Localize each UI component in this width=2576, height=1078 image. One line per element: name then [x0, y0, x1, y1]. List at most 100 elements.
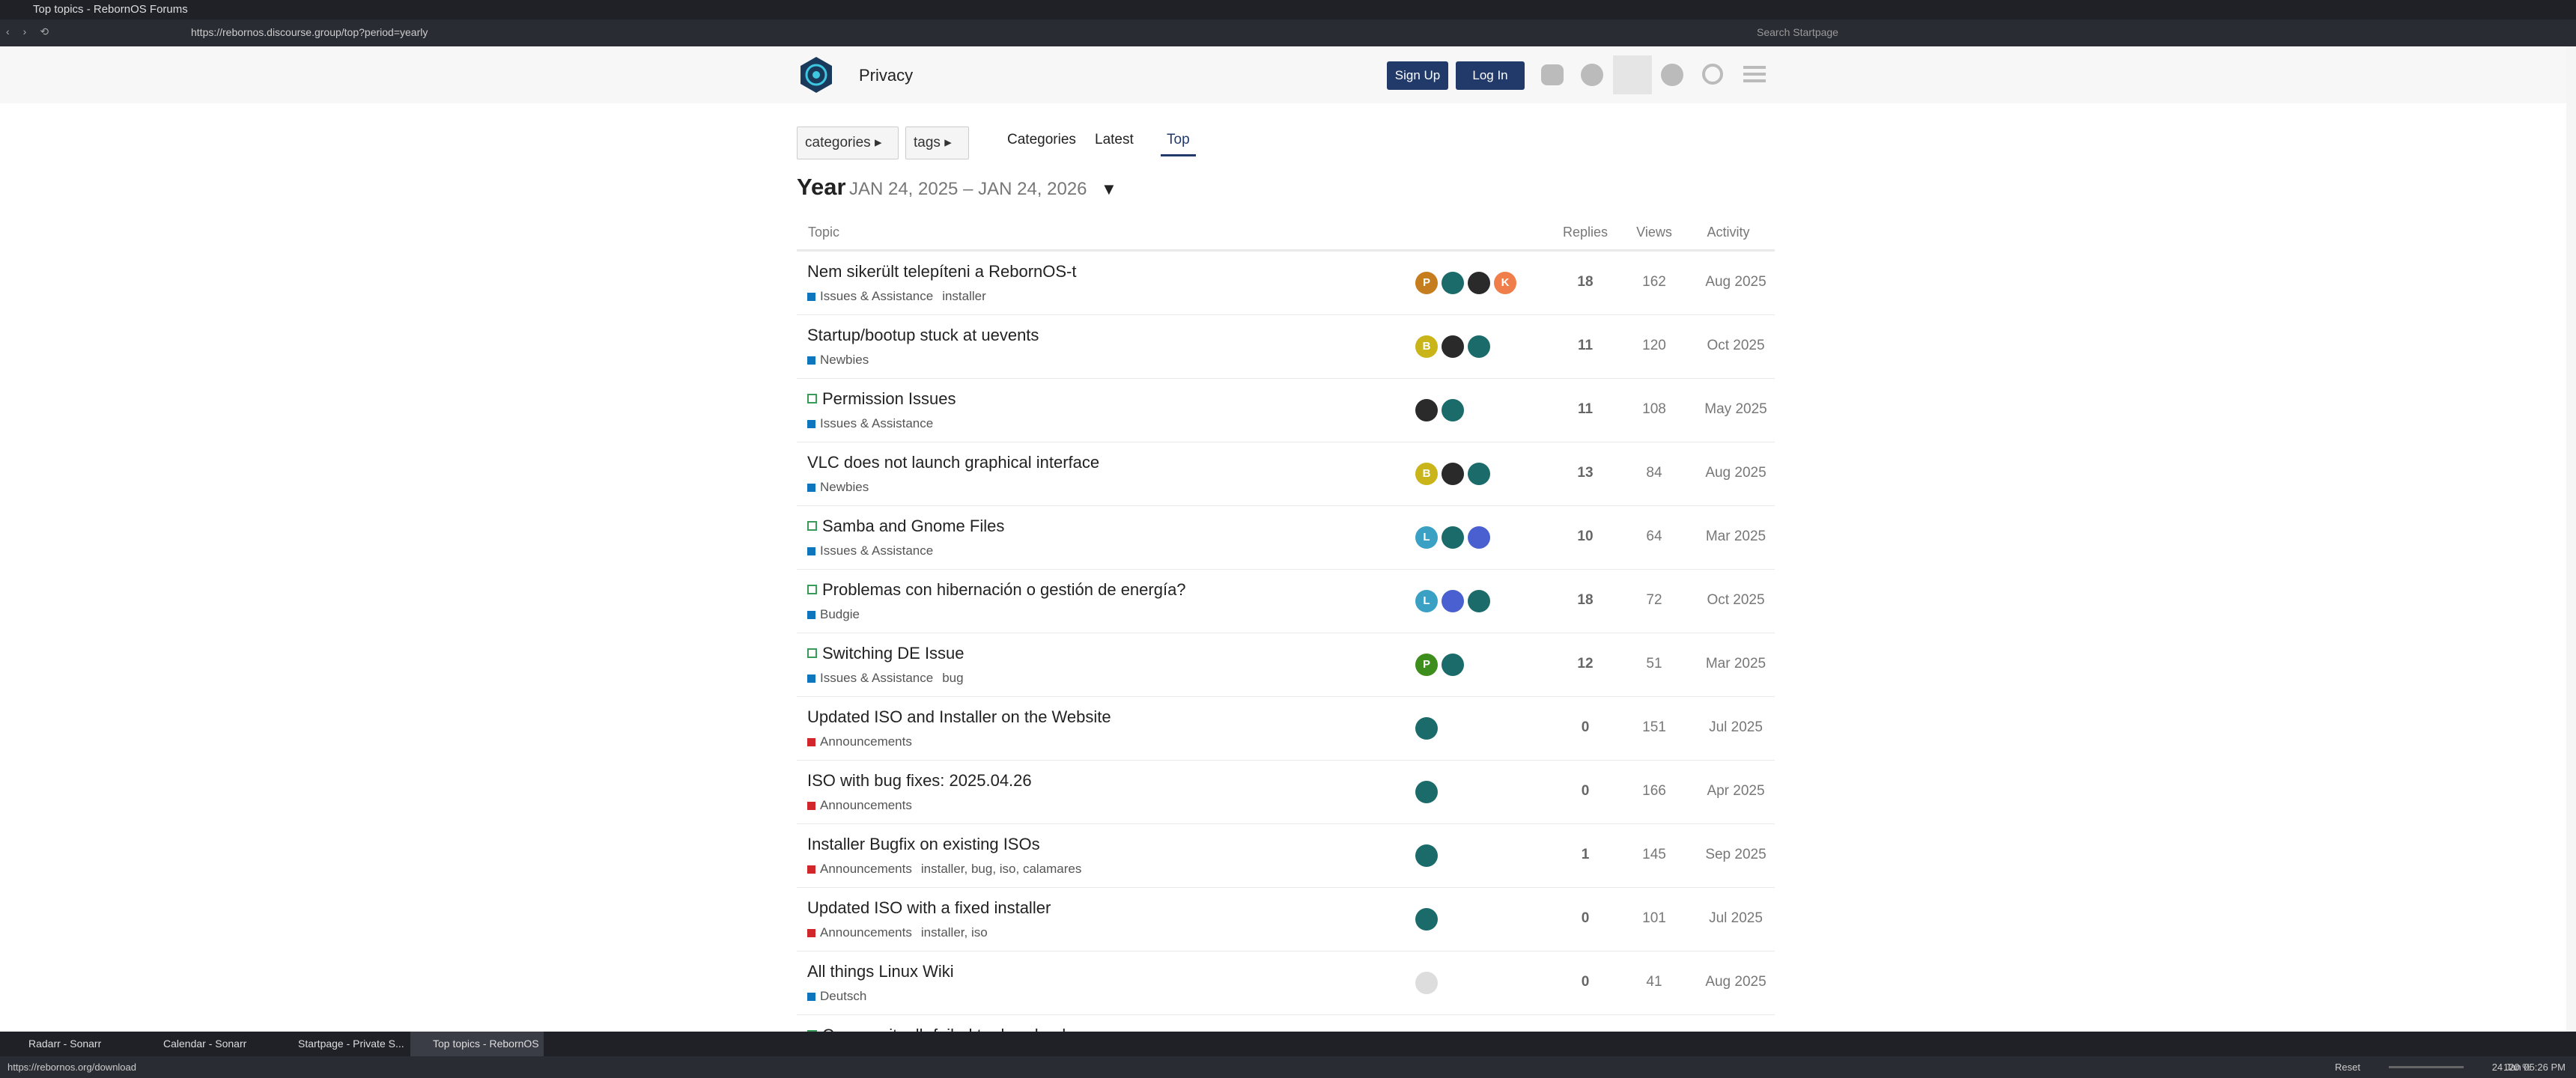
discord-icon[interactable]	[1541, 64, 1564, 85]
topic-title[interactable]: Startup/bootup stuck at uevents	[807, 326, 1039, 345]
category-name[interactable]: Issues & Assistance	[820, 543, 934, 558]
category-name[interactable]: Announcements	[820, 798, 912, 812]
topic-title-text[interactable]: ISO with bug fixes: 2025.04.26	[807, 771, 1032, 790]
avatar[interactable]	[1468, 272, 1490, 294]
topic-title-text[interactable]: Updated ISO with a fixed installer	[807, 898, 1051, 917]
topic-tags[interactable]: bug	[942, 671, 964, 685]
activity[interactable]: Jul 2025	[1709, 719, 1763, 735]
activity[interactable]: Oct 2025	[1707, 592, 1765, 608]
activity[interactable]: Mar 2025	[1705, 656, 1767, 672]
category-name[interactable]: Announcements	[820, 862, 912, 876]
category-name[interactable]: Budgie	[820, 607, 860, 621]
topic-title[interactable]: Switching DE Issue	[807, 644, 965, 663]
browser-tab[interactable]: Startpage - Private S...	[298, 1038, 404, 1050]
avatar[interactable]	[1442, 590, 1464, 612]
category-name[interactable]: Announcements	[820, 925, 912, 940]
topic-title-text[interactable]: Nem sikerült telepíteni a RebornOS-t	[807, 262, 1077, 281]
avatar[interactable]	[1468, 526, 1490, 549]
activity[interactable]: Aug 2025	[1705, 465, 1767, 481]
nav-link[interactable]: Latest	[1095, 132, 1134, 147]
topic-title-text[interactable]: VLC does not launch graphical interface	[807, 453, 1100, 472]
topic-title[interactable]: Problemas con hibernación o gestión de e…	[807, 580, 1186, 600]
avatar[interactable]	[1442, 399, 1464, 421]
telegram-icon[interactable]	[1581, 64, 1603, 86]
topic-title[interactable]: Permission Issues	[807, 389, 956, 409]
avatar[interactable]	[1442, 335, 1464, 358]
avatar[interactable]	[1415, 781, 1438, 803]
topic-title-text[interactable]: Updated ISO and Installer on the Website	[807, 707, 1111, 726]
zoom-slider[interactable]	[2389, 1066, 2464, 1068]
url-bar[interactable]: https://rebornos.discourse.group/top?per…	[191, 26, 428, 38]
browser-tab[interactable]: Top topics - RebornOS	[410, 1032, 544, 1056]
avatar[interactable]: P	[1415, 654, 1438, 676]
activity[interactable]: Mar 2025	[1705, 529, 1767, 544]
avatar[interactable]	[1415, 399, 1438, 421]
nav-link[interactable]: Categories	[1007, 132, 1076, 147]
topic-title-text[interactable]: Permission Issues	[822, 389, 956, 408]
sign-up-button[interactable]: Sign Up	[1387, 61, 1448, 90]
avatar[interactable]: B	[1415, 463, 1438, 485]
categories-dropdown[interactable]: categories ▸	[797, 127, 899, 159]
topic-tags[interactable]: installer	[942, 289, 986, 303]
avatar[interactable]: K	[1494, 272, 1516, 294]
avatar[interactable]	[1468, 590, 1490, 612]
avatar[interactable]	[1442, 654, 1464, 676]
activity[interactable]: Aug 2025	[1705, 274, 1767, 290]
search-bar[interactable]: Search Startpage	[1757, 26, 1838, 38]
menu-icon[interactable]	[1743, 66, 1766, 82]
topic-title[interactable]: ISO with bug fixes: 2025.04.26	[807, 771, 1032, 791]
category-name[interactable]: Issues & Assistance	[820, 289, 934, 303]
activity[interactable]: Sep 2025	[1705, 847, 1767, 862]
activity[interactable]: Apr 2025	[1707, 783, 1765, 799]
zoom-reset[interactable]: Reset	[2335, 1062, 2360, 1073]
topic-title[interactable]: All things Linux Wiki	[807, 962, 954, 981]
topic-title-text[interactable]: Switching DE Issue	[822, 644, 965, 663]
avatar[interactable]: B	[1415, 335, 1438, 358]
topic-title[interactable]: Samba and Gnome Files	[807, 517, 1004, 536]
avatar[interactable]	[1415, 972, 1438, 994]
topic-title-text[interactable]: Community db failed to download	[822, 1026, 1066, 1032]
activity[interactable]: Aug 2025	[1705, 974, 1767, 990]
log-in-button[interactable]: Log In	[1456, 61, 1525, 90]
topic-title[interactable]: VLC does not launch graphical interface	[807, 453, 1099, 472]
avatar[interactable]	[1442, 272, 1464, 294]
topic-title[interactable]: Community db failed to download	[807, 1026, 1066, 1032]
category-name[interactable]: Issues & Assistance	[820, 416, 934, 430]
nav-link[interactable]: Top	[1161, 132, 1196, 156]
activity[interactable]: Oct 2025	[1707, 338, 1765, 353]
browser-tab[interactable]: Calendar - Sonarr	[163, 1038, 247, 1050]
category-name[interactable]: Issues & Assistance	[820, 671, 934, 685]
avatar[interactable]	[1415, 908, 1438, 931]
category-name[interactable]: Announcements	[820, 734, 912, 749]
topic-tags[interactable]: installer, bug, iso, calamares	[920, 862, 1082, 876]
topic-title-text[interactable]: Problemas con hibernación o gestión de e…	[822, 580, 1186, 599]
column-header[interactable]: Views	[1636, 225, 1672, 240]
category-name[interactable]: Deutsch	[820, 989, 867, 1003]
avatar[interactable]	[1468, 335, 1490, 358]
column-header[interactable]: Activity	[1707, 225, 1750, 240]
browser-tab[interactable]: Radarr - Sonarr	[28, 1038, 102, 1050]
activity[interactable]: Jul 2025	[1709, 910, 1763, 926]
avatar[interactable]	[1468, 463, 1490, 485]
period-toggle[interactable]: ▼	[1100, 180, 1117, 198]
topic-title[interactable]: Updated ISO and Installer on the Website	[807, 707, 1111, 727]
download-icon[interactable]	[1613, 55, 1652, 94]
activity[interactable]: May 2025	[1704, 401, 1767, 417]
avatar[interactable]	[1442, 463, 1464, 485]
topic-title-text[interactable]: All things Linux Wiki	[807, 962, 954, 981]
topic-title[interactable]: Updated ISO with a fixed installer	[807, 898, 1051, 918]
topic-title-text[interactable]: Installer Bugfix on existing ISOs	[807, 835, 1040, 853]
topic-title[interactable]: Nem sikerült telepíteni a RebornOS-t	[807, 262, 1077, 281]
avatar[interactable]	[1442, 526, 1464, 549]
info-icon[interactable]	[1661, 64, 1683, 86]
logo[interactable]	[797, 55, 836, 94]
column-header[interactable]: Replies	[1562, 225, 1609, 240]
avatar[interactable]	[1415, 844, 1438, 867]
nav-buttons[interactable]: ‹›⟲	[6, 25, 63, 37]
search-icon[interactable]	[1702, 64, 1723, 85]
topic-tags[interactable]: installer, iso	[920, 925, 988, 940]
avatar[interactable]: L	[1415, 590, 1438, 612]
topic-title-text[interactable]: Samba and Gnome Files	[822, 517, 1005, 535]
avatar[interactable]	[1415, 717, 1438, 740]
topic-title[interactable]: Installer Bugfix on existing ISOs	[807, 835, 1040, 854]
